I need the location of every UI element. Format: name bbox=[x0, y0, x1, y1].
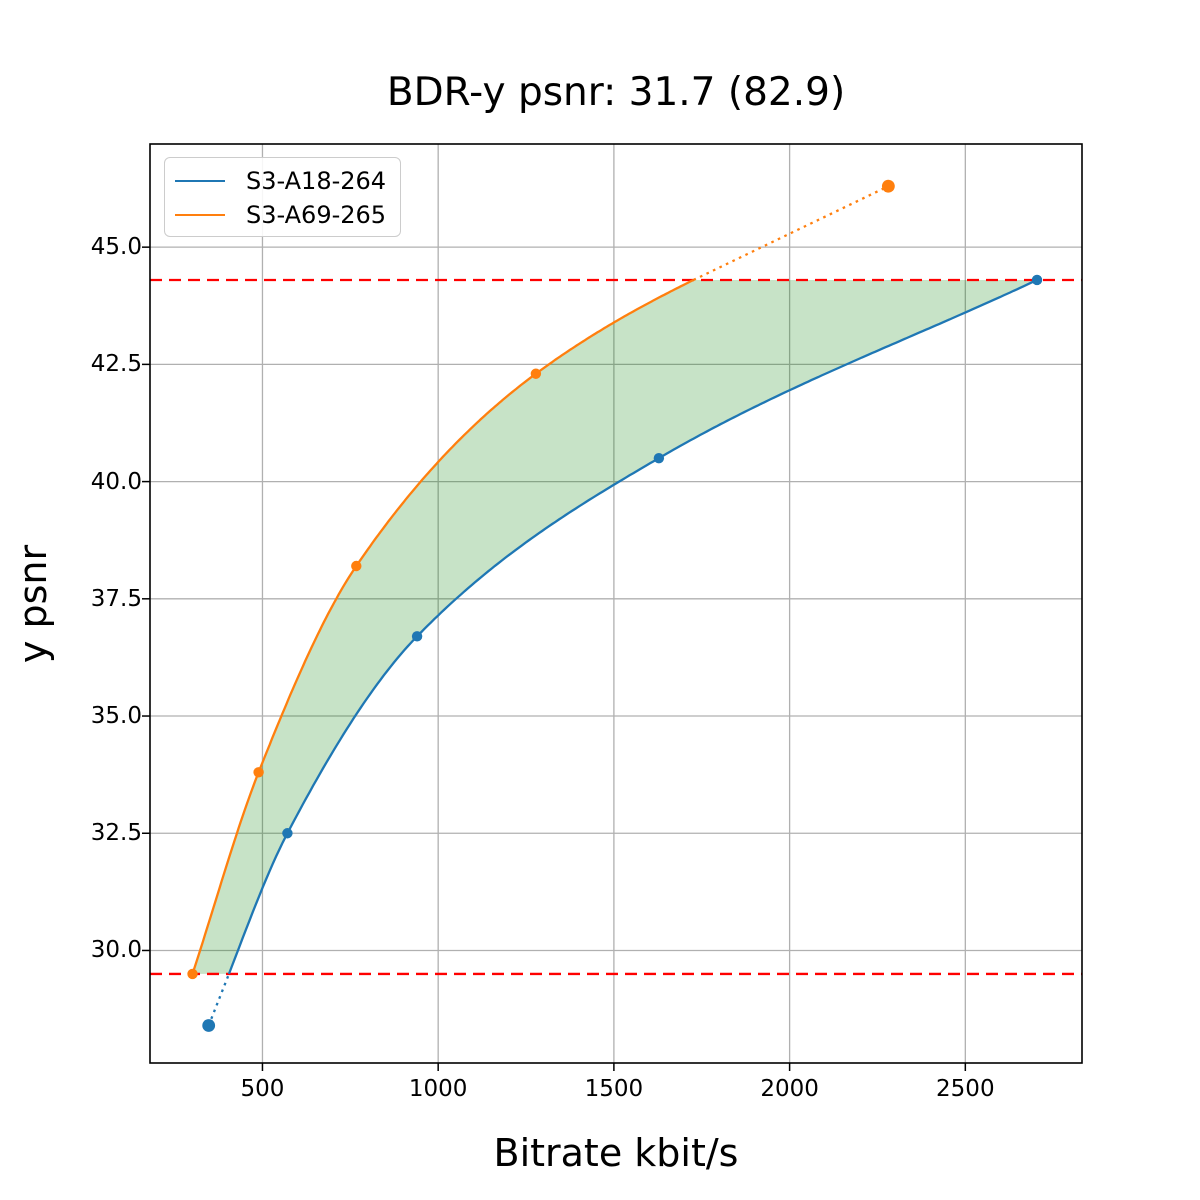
y-tick-label-42.5: 42.5 bbox=[90, 351, 142, 378]
x-tick-label-2500: 2500 bbox=[936, 1076, 995, 1102]
series-curve bbox=[227, 278, 1038, 975]
y-axis-label: y psnr bbox=[11, 544, 55, 664]
legend-entry-series-2: S3-A69-265 bbox=[175, 198, 400, 232]
data-point-marker bbox=[351, 560, 362, 572]
y-tick-label-30.0: 30.0 bbox=[90, 937, 142, 964]
data-point-marker bbox=[253, 767, 264, 778]
x-tick-label-500: 500 bbox=[240, 1076, 285, 1102]
series-curve bbox=[191, 278, 694, 975]
legend-line-swatch-orange bbox=[175, 214, 225, 216]
y-tick-label-45.0: 45.0 bbox=[90, 234, 142, 261]
y-tick-label-32.5: 32.5 bbox=[90, 820, 142, 847]
legend: S3-A18-264 S3-A69-265 bbox=[164, 157, 401, 237]
data-point-marker bbox=[187, 968, 198, 980]
x-axis-label: Bitrate kbit/s bbox=[493, 1131, 739, 1175]
x-tick-label-1500: 1500 bbox=[584, 1076, 644, 1102]
legend-entry-series-1: S3-A18-264 bbox=[175, 164, 400, 198]
data-point-marker bbox=[202, 1019, 216, 1032]
chart-title: BDR-y psnr: 31.7 (82.9) bbox=[386, 70, 846, 115]
legend-label-series-1: S3-A18-264 bbox=[246, 167, 387, 195]
y-tick-label-37.5: 37.5 bbox=[90, 585, 142, 612]
data-point-marker bbox=[282, 828, 293, 839]
series-dotted-segment bbox=[207, 973, 231, 1026]
data-point-marker bbox=[1031, 274, 1043, 286]
x-tick-label-1000: 1000 bbox=[408, 1076, 468, 1102]
data-point-marker bbox=[653, 452, 665, 464]
y-tick-label-35.0: 35.0 bbox=[90, 703, 142, 730]
y-tick-label-40.0: 40.0 bbox=[90, 468, 142, 495]
legend-line-swatch-blue bbox=[175, 180, 225, 182]
x-tick-label-2000: 2000 bbox=[760, 1076, 819, 1102]
data-point-marker bbox=[411, 631, 423, 642]
series-dotted-segment bbox=[693, 185, 889, 282]
bd-shaded-region bbox=[192, 280, 1037, 974]
data-point-marker bbox=[530, 368, 542, 379]
plot-border bbox=[149, 143, 1083, 1064]
data-point-marker bbox=[881, 179, 895, 193]
legend-label-series-2: S3-A69-265 bbox=[246, 201, 387, 229]
